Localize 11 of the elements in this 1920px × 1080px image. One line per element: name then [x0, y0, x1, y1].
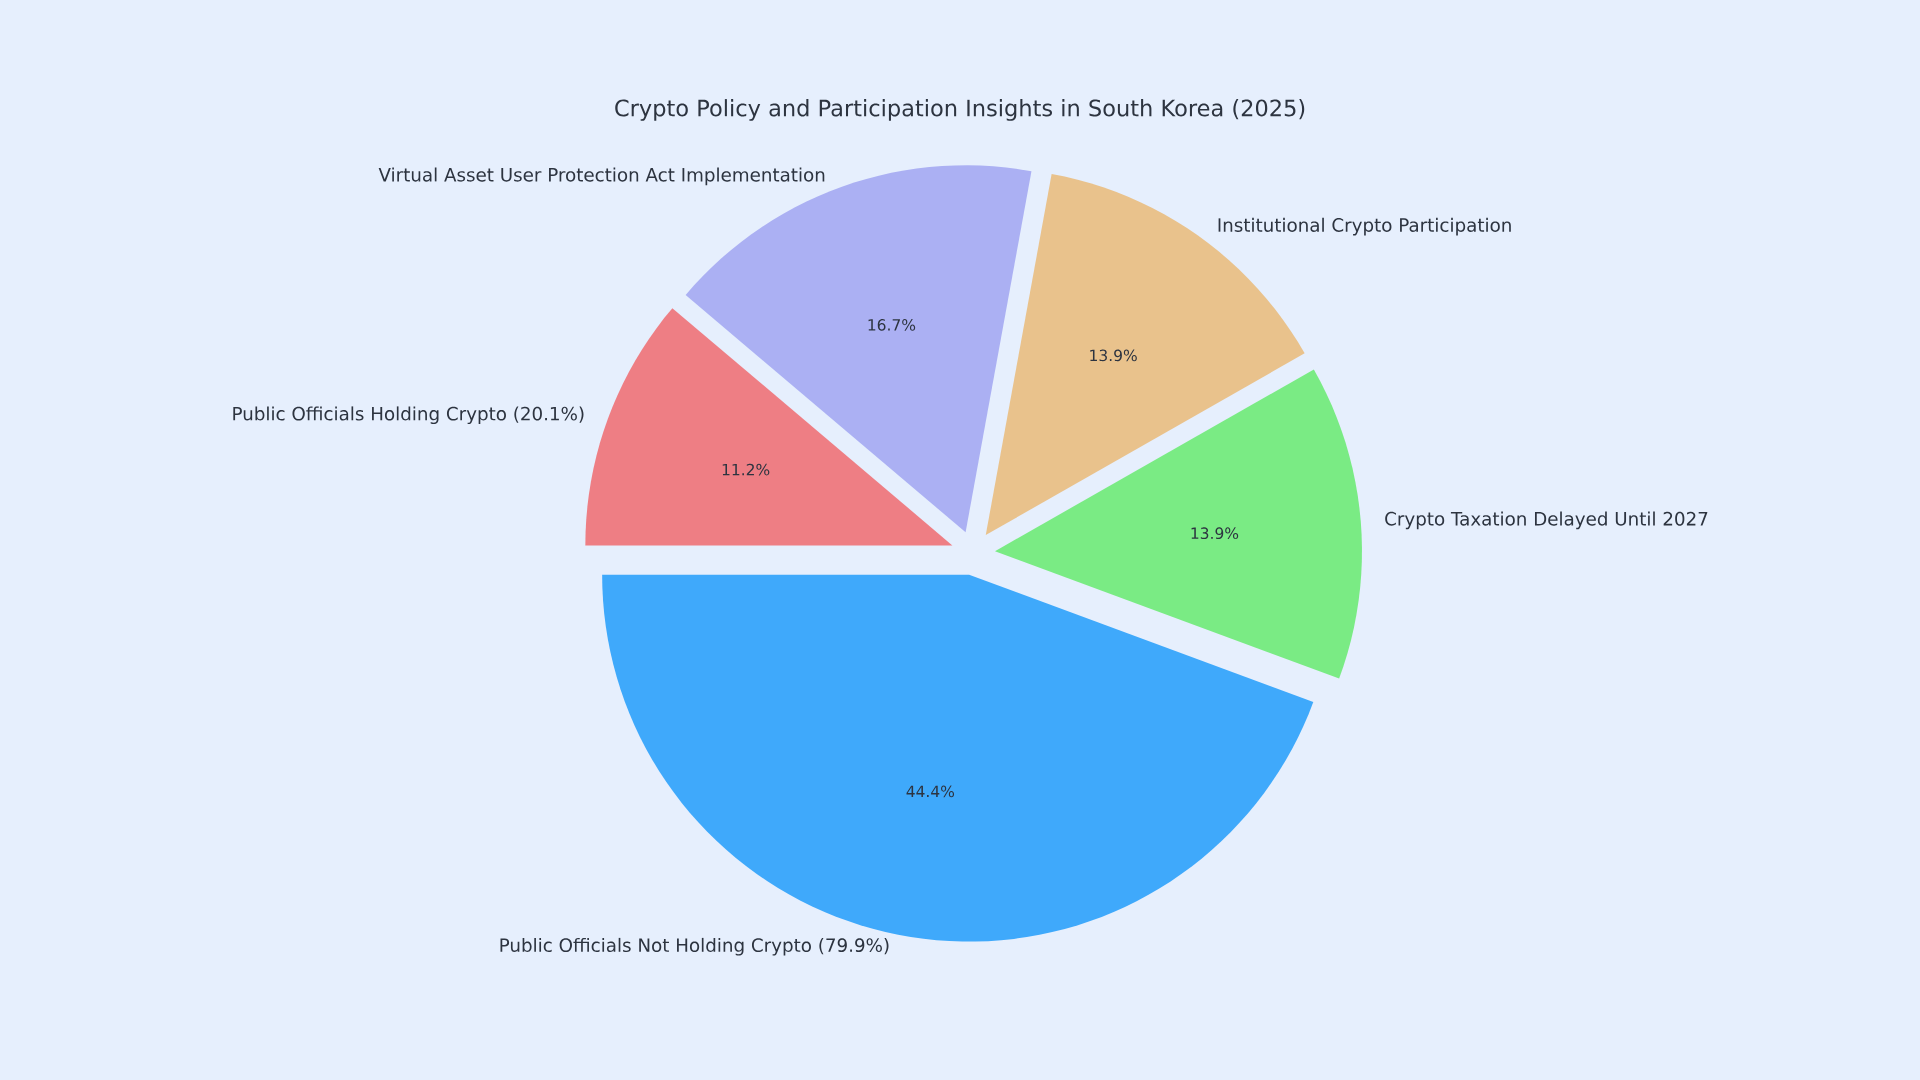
data-label: 44.4%: [906, 785, 955, 798]
slice-label: Virtual Asset User Protection Act Implementation: [378, 167, 825, 186]
data-label: 13.9%: [1090, 349, 1137, 362]
slice-label: Crypto Taxation Delayed Until 2027: [1385, 511, 1708, 530]
slice-label: Public Officials Not Holding Crypto (79.9%): [500, 937, 889, 956]
data-label: 16.7%: [868, 319, 916, 331]
slice-label: Institutional Crypto Participation: [1218, 217, 1511, 236]
slice-label: Public Officials Holding Crypto (20.1%): [233, 406, 584, 425]
data-label: 11.2%: [722, 463, 770, 476]
chart-title: Crypto Policy and Participation Insights in South Korea (2025): [615, 99, 1305, 121]
data-label: 13.9%: [1191, 527, 1239, 540]
